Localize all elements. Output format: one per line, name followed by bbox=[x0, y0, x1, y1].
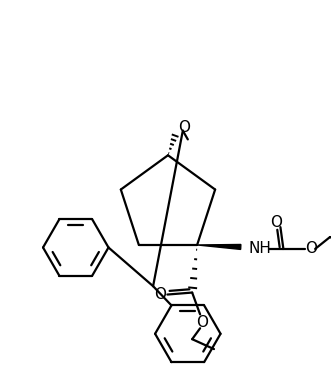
Text: O: O bbox=[154, 287, 166, 302]
Text: O: O bbox=[305, 242, 317, 257]
Polygon shape bbox=[197, 245, 241, 249]
Text: O: O bbox=[196, 315, 208, 330]
Text: O: O bbox=[178, 120, 190, 135]
Text: NH: NH bbox=[249, 242, 272, 257]
Text: O: O bbox=[271, 215, 283, 230]
